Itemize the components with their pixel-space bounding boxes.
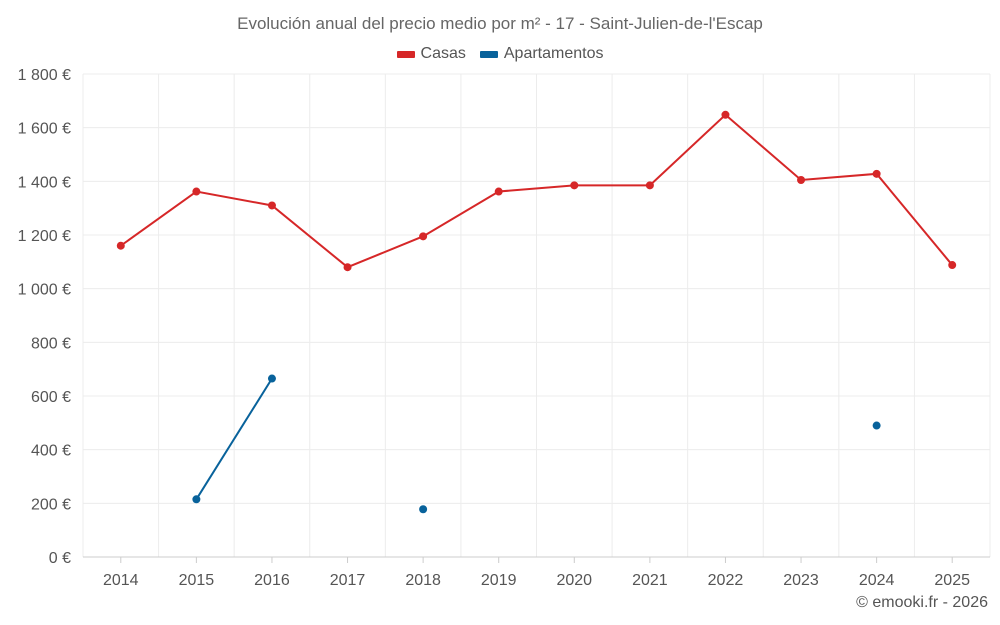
x-tick-label: 2023 <box>783 572 819 589</box>
series-line-apartamentos <box>195 378 273 500</box>
legend-label-casas: Casas <box>420 45 466 62</box>
x-tick-label: 2015 <box>179 572 215 589</box>
credit-text: © emooki.fr - 2026 <box>856 594 988 611</box>
y-tick-label: 1 800 € <box>18 67 71 84</box>
series-line-casas <box>120 113 953 269</box>
legend-swatch-casas <box>396 50 415 58</box>
x-tick-label: 2025 <box>934 572 970 589</box>
y-tick-label: 1 600 € <box>18 121 71 138</box>
y-tick-label: 600 € <box>31 389 71 406</box>
data-point-casas <box>645 181 654 190</box>
data-point-casas <box>797 175 806 184</box>
x-tick-label: 2019 <box>481 572 517 589</box>
data-point-casas <box>948 261 957 270</box>
data-point-apartamentos <box>872 421 881 430</box>
y-tick-label: 1 000 € <box>18 282 71 299</box>
data-point-apartamentos <box>419 505 428 514</box>
y-tick-label: 400 € <box>31 443 71 460</box>
y-tick-label: 200 € <box>31 496 71 513</box>
x-tick-label: 2020 <box>556 572 592 589</box>
x-tick-label: 2022 <box>708 572 744 589</box>
x-tick-label: 2021 <box>632 572 668 589</box>
chart-title: Evolución anual del precio medio por m² … <box>237 14 763 33</box>
chart-legend: Casas Apartamentos <box>0 45 1000 63</box>
x-tick-label: 2024 <box>859 572 895 589</box>
legend-item-apartamentos[interactable]: Apartamentos <box>479 45 604 63</box>
data-point-casas <box>494 187 503 196</box>
legend-swatch-apartamentos <box>479 50 498 58</box>
data-point-casas <box>267 201 276 210</box>
data-point-casas <box>192 187 201 196</box>
y-tick-label: 800 € <box>31 335 71 352</box>
x-tick-label: 2018 <box>405 572 441 589</box>
data-point-casas <box>419 232 428 241</box>
data-point-casas <box>343 263 352 272</box>
data-point-apartamentos <box>192 495 201 504</box>
x-tick-label: 2014 <box>103 572 139 589</box>
y-tick-label: 1 400 € <box>18 174 71 191</box>
data-point-casas <box>872 169 881 178</box>
legend-label-apartamentos: Apartamentos <box>503 45 604 62</box>
data-point-apartamentos <box>267 374 276 383</box>
data-point-casas <box>721 110 730 119</box>
legend-item-casas[interactable]: Casas <box>396 45 466 63</box>
y-tick-label: 0 € <box>49 550 71 567</box>
y-tick-label: 1 200 € <box>18 228 71 245</box>
x-tick-label: 2017 <box>330 572 366 589</box>
data-point-casas <box>570 181 579 190</box>
data-point-casas <box>116 241 125 250</box>
x-tick-label: 2016 <box>254 572 290 589</box>
